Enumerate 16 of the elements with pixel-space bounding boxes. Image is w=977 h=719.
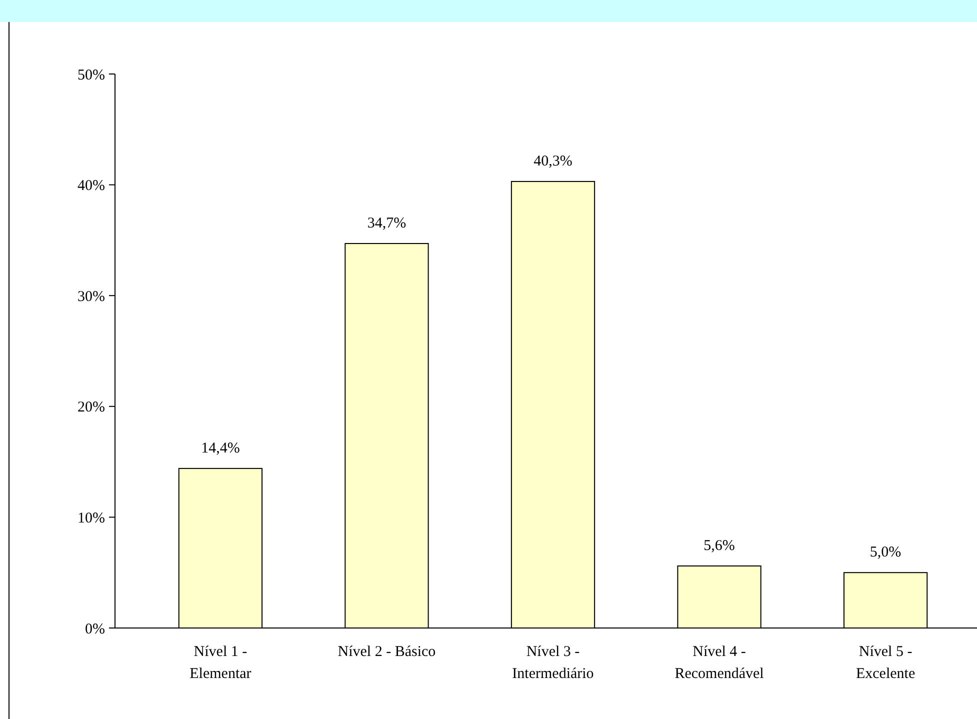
x-tick-label: Nível 5 - Excelente [856, 644, 916, 682]
y-tick-label: 20% [78, 400, 105, 416]
x-tick-label: Nível 1 - Elementar [190, 644, 252, 682]
data-label: 34,7% [367, 216, 406, 232]
x-tick-label: Nível 3 - Intermediário [512, 644, 594, 682]
y-tick-label: 10% [78, 510, 105, 526]
data-label: 5,0% [870, 544, 902, 561]
x-tick-label: Nível 2 - Básico [338, 644, 436, 660]
y-tick-label: 50% [78, 67, 105, 84]
y-tick-label: 30% [78, 288, 105, 305]
data-label: 40,3% [534, 153, 572, 170]
y-tick-label: 40% [78, 178, 105, 194]
data-label: 5,6% [704, 538, 735, 554]
y-tick-label: 0% [85, 621, 105, 638]
data-label: 14,4% [201, 440, 240, 456]
x-tick-label: Nível 4 - Recomendável [674, 644, 764, 682]
